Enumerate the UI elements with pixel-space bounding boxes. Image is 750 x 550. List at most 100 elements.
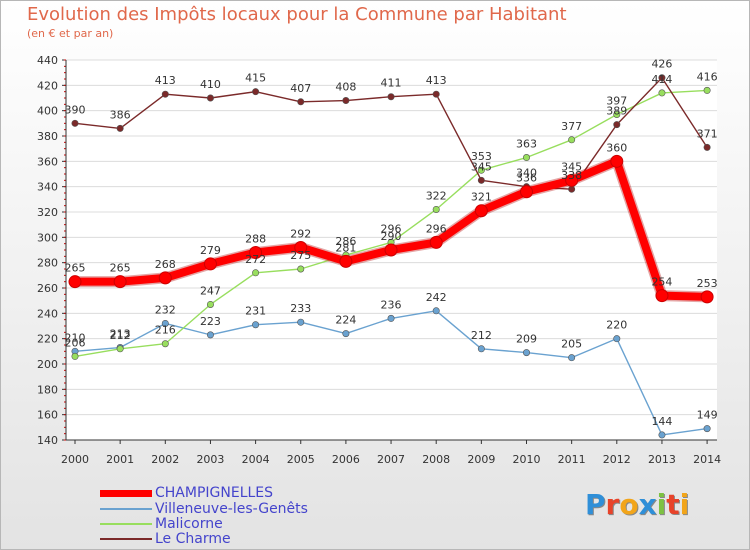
x-tick-label: 2011 <box>558 453 586 466</box>
data-label: 224 <box>335 314 356 327</box>
y-tick-label: 320 <box>37 206 58 219</box>
data-point <box>68 275 82 289</box>
x-tick-label: 2000 <box>61 453 89 466</box>
data-label: 416 <box>697 70 718 83</box>
data-point <box>432 90 440 98</box>
data-label: 413 <box>155 74 176 87</box>
y-tick-label: 240 <box>37 307 58 320</box>
data-label: 281 <box>335 241 356 254</box>
data-label: 253 <box>697 277 718 290</box>
data-point <box>474 204 488 218</box>
data-point <box>568 354 576 362</box>
data-label: 254 <box>651 276 672 289</box>
data-label: 209 <box>516 333 537 346</box>
data-label: 336 <box>516 172 537 185</box>
data-point <box>703 143 711 151</box>
data-point <box>522 154 530 162</box>
data-point <box>342 330 350 338</box>
data-point <box>116 124 124 132</box>
data-label: 363 <box>516 138 537 151</box>
x-tick-label: 2009 <box>467 453 495 466</box>
data-label: 144 <box>651 415 672 428</box>
data-label: 231 <box>245 305 266 318</box>
legend-swatch-villeneuve <box>100 508 152 510</box>
data-point <box>477 166 485 174</box>
data-point <box>568 136 576 144</box>
legend-label-malicorne: Malicorne <box>155 516 223 532</box>
data-point <box>339 254 353 268</box>
data-point <box>71 119 79 127</box>
data-label: 322 <box>426 189 447 202</box>
data-label: 272 <box>245 253 266 266</box>
y-tick-label: 400 <box>37 105 58 118</box>
data-label: 386 <box>110 108 131 121</box>
data-point <box>700 290 714 304</box>
data-point <box>384 243 398 257</box>
legend-item-villeneuve: Villeneuve-les-Genêts <box>100 501 308 517</box>
x-tick-label: 2006 <box>332 453 360 466</box>
data-label: 415 <box>245 72 266 85</box>
data-label: 414 <box>651 73 672 86</box>
data-label: 340 <box>516 167 537 180</box>
data-point <box>703 425 711 433</box>
legend-swatch-le-charme <box>100 538 152 540</box>
data-point <box>297 98 305 106</box>
data-label: 212 <box>471 329 492 342</box>
data-point <box>387 93 395 101</box>
data-point <box>658 74 666 82</box>
data-point <box>613 110 621 118</box>
data-label: 408 <box>335 81 356 94</box>
y-tick-label: 280 <box>37 257 58 270</box>
data-label: 292 <box>290 227 311 240</box>
data-point <box>297 318 305 326</box>
x-tick-label: 2003 <box>196 453 224 466</box>
data-point <box>297 265 305 273</box>
data-point <box>429 235 443 249</box>
data-label: 413 <box>426 74 447 87</box>
data-label: 426 <box>651 58 672 71</box>
data-point <box>520 185 533 199</box>
data-point <box>610 154 624 168</box>
data-label: 265 <box>65 262 86 275</box>
data-label: 232 <box>155 303 176 316</box>
legend-item-le-charme: Le Charme <box>100 531 231 547</box>
data-point <box>116 345 124 353</box>
data-label: 377 <box>561 120 582 133</box>
data-label: 275 <box>290 249 311 262</box>
data-point <box>203 257 217 271</box>
data-point <box>658 89 666 97</box>
data-label: 397 <box>606 94 627 107</box>
x-tick-label: 2004 <box>242 453 270 466</box>
data-point <box>432 307 440 315</box>
data-label: 288 <box>245 233 266 246</box>
data-label: 360 <box>606 141 627 154</box>
x-tick-label: 2013 <box>648 453 676 466</box>
data-label: 410 <box>200 78 221 91</box>
x-tick-label: 2008 <box>422 453 450 466</box>
y-tick-label: 380 <box>37 130 58 143</box>
data-point <box>252 321 260 329</box>
data-label: 265 <box>110 262 131 275</box>
data-label: 279 <box>200 244 221 257</box>
x-tick-label: 2012 <box>603 453 631 466</box>
legend-label-villeneuve: Villeneuve-les-Genêts <box>155 501 308 517</box>
legend-item-malicorne: Malicorne <box>100 516 223 532</box>
x-tick-label: 2010 <box>513 453 541 466</box>
data-label: 286 <box>335 235 356 248</box>
data-point <box>161 340 169 348</box>
y-tick-label: 420 <box>37 79 58 92</box>
data-point <box>249 246 263 260</box>
data-label: 407 <box>290 82 311 95</box>
data-point <box>432 205 440 213</box>
data-point <box>658 431 666 439</box>
legend-swatch-malicorne <box>100 523 152 525</box>
y-tick-label: 440 <box>37 54 58 67</box>
data-label: 268 <box>155 258 176 271</box>
data-label: 236 <box>381 298 402 311</box>
chart-title: Evolution des Impôts locaux pour la Comm… <box>27 4 567 25</box>
data-label: 296 <box>381 222 402 235</box>
data-point <box>161 90 169 98</box>
x-tick-label: 2002 <box>151 453 179 466</box>
y-tick-label: 220 <box>37 333 58 346</box>
x-tick-label: 2014 <box>693 453 721 466</box>
